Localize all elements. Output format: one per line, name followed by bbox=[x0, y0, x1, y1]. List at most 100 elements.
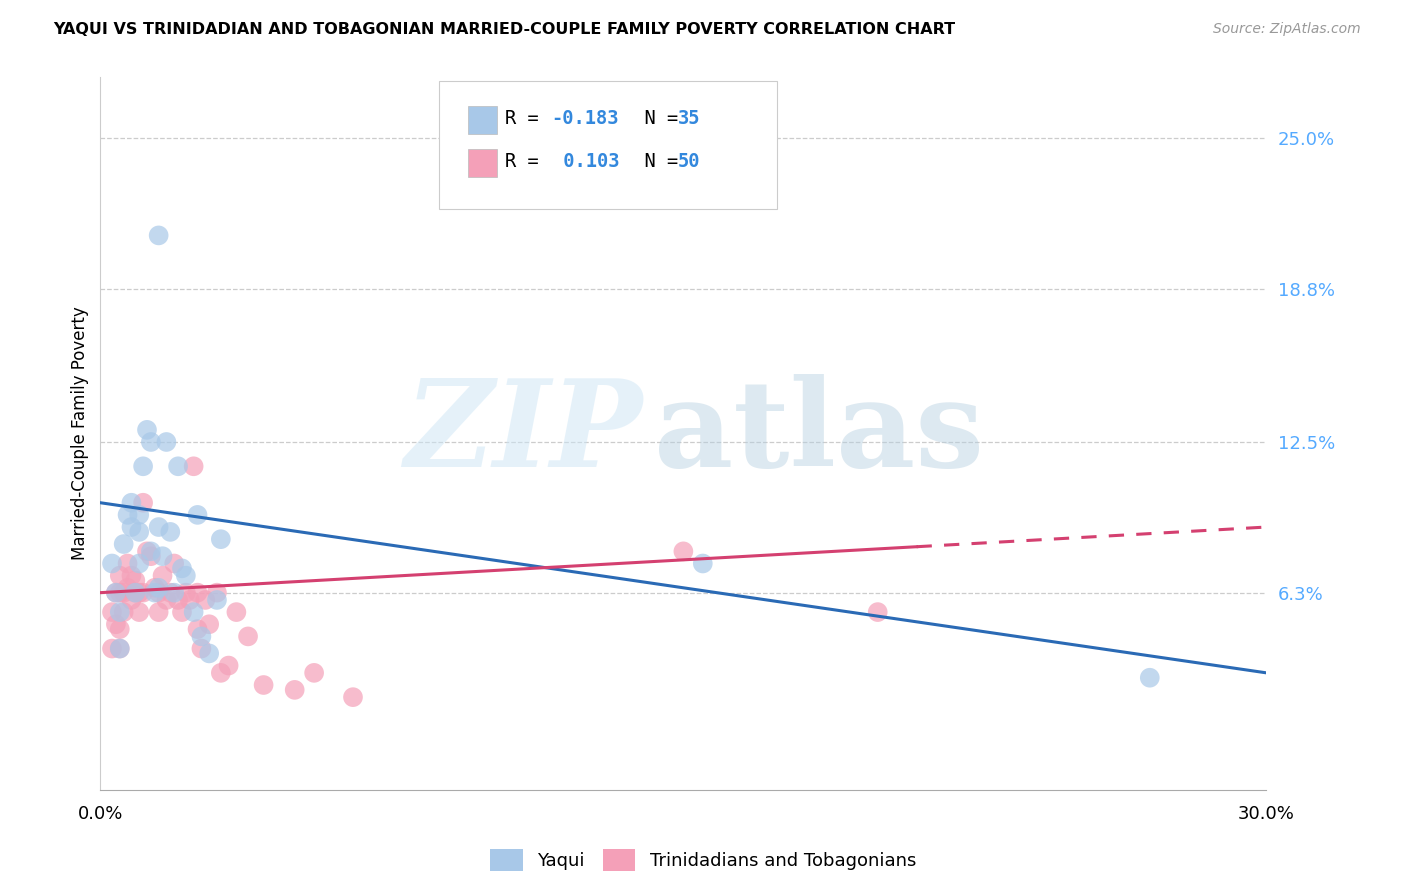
FancyBboxPatch shape bbox=[468, 106, 496, 135]
Text: atlas: atlas bbox=[654, 375, 984, 492]
Point bbox=[190, 641, 212, 656]
Point bbox=[148, 581, 170, 595]
Point bbox=[284, 682, 307, 697]
Point bbox=[108, 622, 131, 636]
Point bbox=[205, 593, 228, 607]
Point bbox=[128, 524, 150, 539]
Point bbox=[170, 561, 193, 575]
Text: -0.183: -0.183 bbox=[551, 109, 619, 128]
Point bbox=[108, 605, 131, 619]
Text: ZIP: ZIP bbox=[405, 375, 643, 492]
Point bbox=[236, 629, 259, 643]
Point bbox=[104, 585, 127, 599]
Text: Source: ZipAtlas.com: Source: ZipAtlas.com bbox=[1213, 22, 1361, 37]
Point bbox=[128, 557, 150, 571]
Point bbox=[209, 532, 232, 546]
Point bbox=[163, 557, 186, 571]
Point bbox=[101, 557, 124, 571]
Point bbox=[174, 568, 197, 582]
Point bbox=[120, 568, 142, 582]
Point bbox=[139, 434, 162, 449]
Point bbox=[174, 585, 197, 599]
Point bbox=[108, 641, 131, 656]
Point bbox=[117, 508, 139, 522]
Point bbox=[167, 593, 190, 607]
Point bbox=[132, 459, 155, 474]
Point bbox=[183, 605, 205, 619]
Point bbox=[104, 617, 127, 632]
Point bbox=[866, 605, 889, 619]
Point bbox=[101, 605, 124, 619]
Point bbox=[108, 641, 131, 656]
Point bbox=[1139, 671, 1161, 685]
Point bbox=[124, 585, 146, 599]
Point bbox=[692, 557, 714, 571]
Point bbox=[186, 622, 208, 636]
Point bbox=[179, 593, 201, 607]
Point bbox=[163, 585, 186, 599]
Point bbox=[148, 585, 170, 599]
Point bbox=[112, 585, 135, 599]
Text: 50: 50 bbox=[678, 152, 700, 171]
Point bbox=[148, 228, 170, 243]
Point bbox=[128, 508, 150, 522]
Point bbox=[194, 593, 217, 607]
Point bbox=[136, 544, 159, 558]
Point bbox=[128, 605, 150, 619]
Point bbox=[132, 585, 155, 599]
Text: R =: R = bbox=[505, 109, 550, 128]
Point bbox=[124, 585, 146, 599]
Point bbox=[132, 496, 155, 510]
Point bbox=[143, 581, 166, 595]
Point bbox=[183, 459, 205, 474]
Point bbox=[152, 549, 174, 564]
Point bbox=[159, 524, 181, 539]
Point bbox=[155, 434, 177, 449]
Point bbox=[128, 585, 150, 599]
Text: YAQUI VS TRINIDADIAN AND TOBAGONIAN MARRIED-COUPLE FAMILY POVERTY CORRELATION CH: YAQUI VS TRINIDADIAN AND TOBAGONIAN MARR… bbox=[53, 22, 956, 37]
Point bbox=[117, 581, 139, 595]
Point bbox=[218, 658, 240, 673]
Point bbox=[136, 423, 159, 437]
Point bbox=[672, 544, 695, 558]
Point bbox=[148, 520, 170, 534]
Text: 35: 35 bbox=[678, 109, 700, 128]
Point bbox=[108, 585, 131, 599]
Point bbox=[124, 574, 146, 588]
Point bbox=[139, 549, 162, 564]
Point bbox=[186, 508, 208, 522]
Point bbox=[190, 629, 212, 643]
Point bbox=[170, 605, 193, 619]
Point bbox=[120, 496, 142, 510]
Point bbox=[225, 605, 247, 619]
Point bbox=[148, 605, 170, 619]
Point bbox=[205, 585, 228, 599]
Text: N =: N = bbox=[621, 109, 689, 128]
Point bbox=[120, 593, 142, 607]
Point bbox=[159, 585, 181, 599]
Point bbox=[209, 665, 232, 680]
Point bbox=[101, 641, 124, 656]
Point bbox=[198, 617, 221, 632]
Point bbox=[252, 678, 274, 692]
Point bbox=[152, 568, 174, 582]
Point bbox=[120, 520, 142, 534]
Point bbox=[342, 690, 364, 705]
Point bbox=[112, 537, 135, 551]
Point bbox=[143, 585, 166, 599]
Point bbox=[167, 459, 190, 474]
FancyBboxPatch shape bbox=[468, 149, 496, 178]
Legend: Yaqui, Trinidadians and Tobagonians: Yaqui, Trinidadians and Tobagonians bbox=[482, 842, 924, 879]
Point bbox=[112, 605, 135, 619]
Point bbox=[198, 647, 221, 661]
Text: N =: N = bbox=[621, 152, 689, 171]
Y-axis label: Married-Couple Family Poverty: Married-Couple Family Poverty bbox=[72, 307, 89, 560]
Point bbox=[104, 585, 127, 599]
Point bbox=[155, 593, 177, 607]
Point bbox=[108, 568, 131, 582]
Text: 0.103: 0.103 bbox=[551, 152, 619, 171]
Text: R =: R = bbox=[505, 152, 550, 171]
FancyBboxPatch shape bbox=[439, 81, 776, 209]
Point bbox=[302, 665, 325, 680]
Point bbox=[117, 557, 139, 571]
